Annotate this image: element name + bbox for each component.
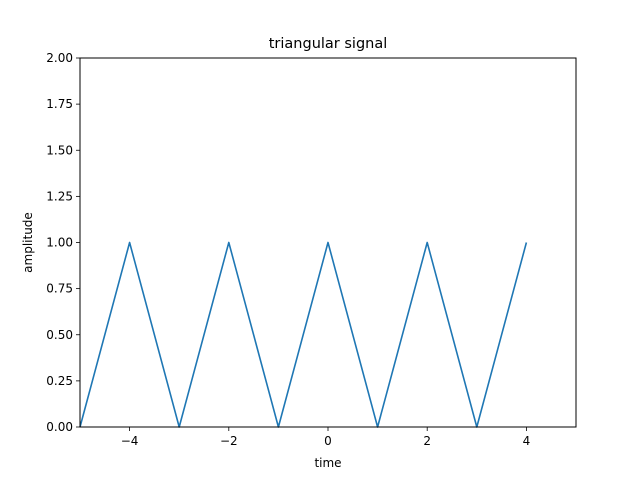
x-tick-label: −2	[220, 434, 238, 448]
chart-title: triangular signal	[269, 36, 388, 52]
x-axis-label: time	[314, 456, 341, 470]
series-layer	[79, 241, 528, 428]
y-axis: 0.00 0.25 0.50 0.75 1.00 1.25 1.50 1.75 2.00	[46, 51, 80, 434]
y-tick-label: 1.50	[46, 143, 73, 157]
x-tick-label: 4	[523, 434, 531, 448]
y-tick-label: 1.25	[46, 189, 73, 203]
x-tick-label: −4	[121, 434, 139, 448]
series-line	[79, 241, 528, 428]
y-tick-label: 2.00	[46, 51, 73, 65]
x-tick-label: 2	[423, 434, 431, 448]
y-tick-label: 0.50	[46, 328, 73, 342]
y-axis-label: amplitude	[21, 212, 35, 273]
x-axis: −4 −2 0 2 4	[121, 427, 530, 448]
y-tick-label: 1.00	[46, 236, 73, 250]
x-tick-label: 0	[324, 434, 332, 448]
y-tick-label: 0.75	[46, 282, 73, 296]
y-tick-label: 1.75	[46, 97, 73, 111]
y-tick-label: 0.25	[46, 374, 73, 388]
y-tick-label: 0.00	[46, 420, 73, 434]
